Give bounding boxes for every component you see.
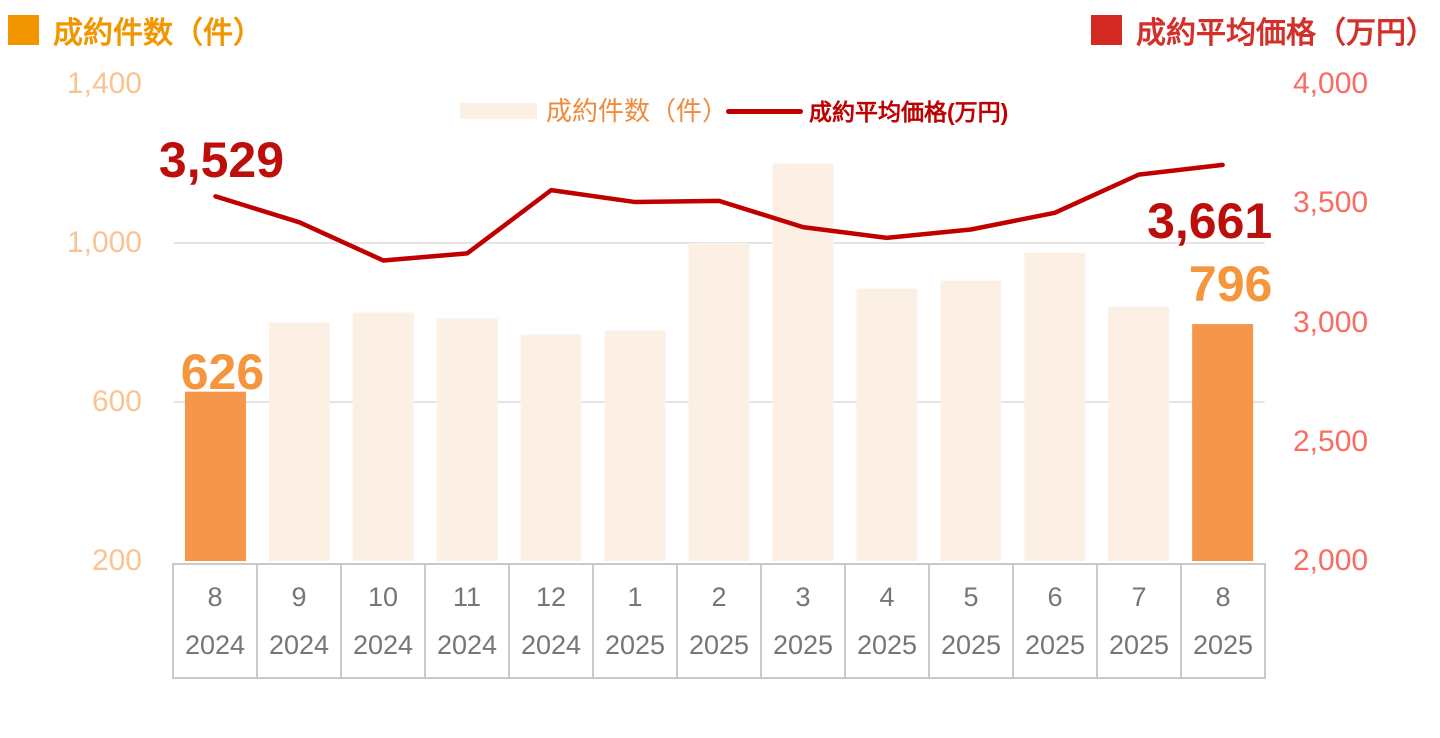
left-axis-title-group: 成約件数（件） [8, 8, 263, 52]
x-axis-year: 2025 [856, 630, 918, 660]
x-axis-cell: 5 2025 [928, 565, 1012, 677]
bar-value-label: 626 [180, 343, 265, 400]
right-axis-title-group: 成約平均価格（万円） [1091, 8, 1436, 52]
left-axis-tick: 1,400 [66, 67, 142, 100]
x-axis-cell: 7 2025 [1096, 565, 1180, 677]
right-axis-tick: 4,000 [1293, 67, 1369, 100]
x-axis-cell: 11 2024 [424, 565, 508, 677]
x-axis-year: 2024 [436, 630, 498, 660]
bar [940, 280, 1002, 561]
left-axis-tick: 600 [91, 385, 142, 418]
bar [520, 334, 582, 561]
bar [856, 288, 918, 561]
x-axis-year: 2024 [352, 630, 414, 660]
orange-square-icon [8, 15, 39, 45]
x-axis-cell: 9 2024 [256, 565, 340, 677]
x-axis-cell: 12 2024 [508, 565, 592, 677]
x-axis-cell: 2 2025 [676, 565, 760, 677]
x-axis-month: 11 [452, 582, 482, 612]
x-axis-month: 12 [535, 582, 567, 612]
legend-bar-swatch-icon [460, 103, 537, 119]
bar [268, 322, 330, 561]
x-axis-month: 10 [367, 582, 399, 612]
x-axis-cell: 1 2025 [592, 565, 676, 677]
x-axis-year: 2025 [688, 630, 750, 660]
bar [1024, 252, 1086, 561]
x-axis-table: 8 2024 9 2024 10 2024 11 2024 12 2024 1 2025 2 2025 3 2… [172, 563, 1266, 679]
legend-line-swatch-icon [726, 109, 803, 114]
x-axis-cell: 3 2025 [760, 565, 844, 677]
x-axis-month: 8 [207, 582, 223, 612]
x-axis-year: 2024 [184, 630, 246, 660]
right-axis-tick: 3,500 [1293, 186, 1369, 220]
line-value-label: 3,529 [158, 132, 285, 189]
bar [1108, 306, 1170, 561]
right-axis-tick: 2,000 [1293, 544, 1369, 577]
line-value-label: 3,661 [1147, 192, 1273, 249]
x-axis-year: 2025 [772, 630, 834, 660]
x-axis-month: 5 [963, 582, 979, 612]
x-axis-month: 6 [1047, 582, 1063, 612]
x-axis-month: 7 [1131, 582, 1147, 612]
bar-highlighted [1192, 324, 1254, 561]
x-axis-year: 2025 [1024, 630, 1086, 660]
x-axis-cell: 4 2025 [844, 565, 928, 677]
x-axis-cell: 8 2025 [1180, 565, 1264, 677]
x-axis-year: 2024 [268, 630, 330, 660]
bar [772, 163, 834, 561]
legend-bar-label: 成約件数（件） [546, 96, 729, 126]
x-axis-month: 8 [1215, 582, 1231, 612]
legend-line-label: 成約平均価格(万円) [809, 99, 1009, 125]
x-axis-cell: 10 2024 [340, 565, 424, 677]
left-axis-tick: 1,000 [66, 226, 142, 259]
right-axis-tick: 3,000 [1293, 305, 1369, 339]
bar [352, 312, 414, 561]
x-axis-year: 2025 [604, 630, 666, 660]
x-axis-year: 2025 [1192, 630, 1254, 660]
price-line [213, 162, 1225, 263]
red-square-icon [1091, 15, 1122, 45]
x-axis-cell: 8 2024 [174, 565, 256, 677]
left-axis-title: 成約件数（件） [53, 17, 263, 50]
bar-highlighted [184, 391, 246, 561]
x-axis-month: 1 [627, 582, 643, 612]
left-axis-tick: 200 [91, 544, 142, 577]
right-axis-tick: 2,500 [1293, 424, 1369, 458]
bar [688, 243, 750, 561]
bar [604, 330, 666, 561]
x-axis-year: 2025 [940, 630, 1002, 660]
x-axis-month: 2 [711, 582, 727, 612]
x-axis-month: 4 [879, 582, 895, 612]
x-axis-cell: 6 2025 [1012, 565, 1096, 677]
right-axis-title: 成約平均価格（万円） [1136, 17, 1436, 50]
x-axis-month: 3 [795, 582, 811, 612]
x-axis-month: 9 [291, 582, 307, 612]
bar [436, 318, 498, 561]
x-axis-year: 2024 [520, 630, 582, 660]
x-axis-year: 2025 [1108, 630, 1170, 660]
bar-value-label: 796 [1188, 256, 1273, 313]
